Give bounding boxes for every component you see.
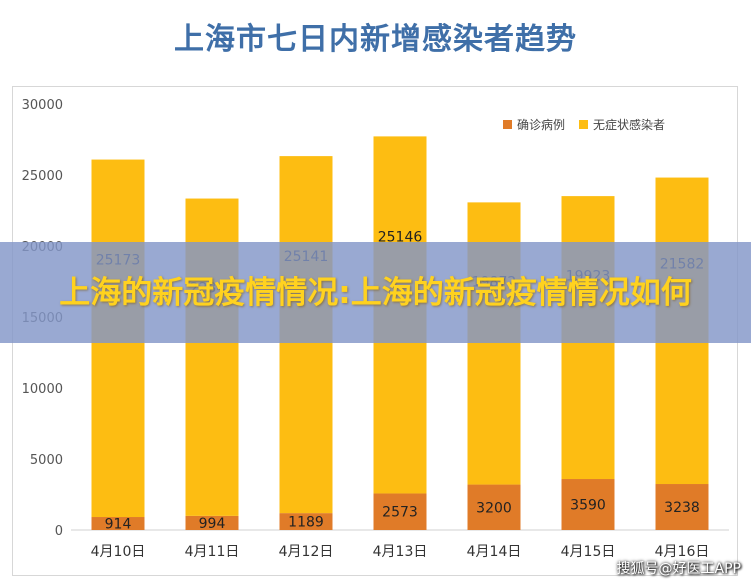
y-tick-label: 5000 — [30, 453, 63, 468]
headline-banner: 上海的新冠疫情情况:上海的新冠疫情情况如何 — [0, 242, 751, 343]
y-tick-label: 30000 — [22, 98, 63, 113]
legend-swatch — [579, 120, 588, 129]
data-label-confirmed: 914 — [105, 517, 132, 533]
x-tick-label: 4月14日 — [467, 544, 522, 560]
legend-label: 无症状感染者 — [593, 117, 665, 132]
legend-label: 确诊病例 — [517, 117, 565, 132]
data-label-asymptomatic: 25146 — [378, 229, 423, 245]
y-tick-label: 0 — [55, 524, 63, 539]
bar-confirmed — [655, 484, 709, 530]
bar-confirmed — [467, 484, 521, 530]
bar-confirmed — [561, 479, 615, 530]
headline-text: 上海的新冠疫情情况:上海的新冠疫情情况如何 — [59, 274, 692, 311]
x-tick-label: 4月13日 — [373, 544, 428, 560]
data-label-confirmed: 3590 — [570, 498, 606, 514]
bar-confirmed — [373, 493, 427, 530]
x-tick-label: 4月12日 — [279, 544, 334, 560]
y-tick-label: 10000 — [22, 382, 63, 397]
data-label-confirmed: 2573 — [382, 505, 418, 521]
data-label-confirmed: 3200 — [476, 500, 512, 516]
x-tick-label: 4月10日 — [91, 544, 146, 560]
x-tick-label: 4月16日 — [655, 544, 710, 560]
data-label-confirmed: 994 — [199, 516, 226, 532]
bar-confirmed — [91, 517, 145, 530]
chart-title: 上海市七日内新增感染者趋势 — [174, 22, 577, 57]
bar-confirmed — [279, 513, 333, 530]
y-tick-label: 25000 — [22, 169, 63, 184]
x-tick-label: 4月15日 — [561, 544, 616, 560]
legend-swatch — [503, 120, 512, 129]
x-tick-label: 4月11日 — [185, 544, 240, 560]
bar-confirmed — [185, 515, 239, 530]
watermark: 搜狐号@好医工APP — [616, 561, 741, 577]
data-label-confirmed: 1189 — [288, 515, 324, 531]
data-label-confirmed: 3238 — [664, 500, 700, 516]
